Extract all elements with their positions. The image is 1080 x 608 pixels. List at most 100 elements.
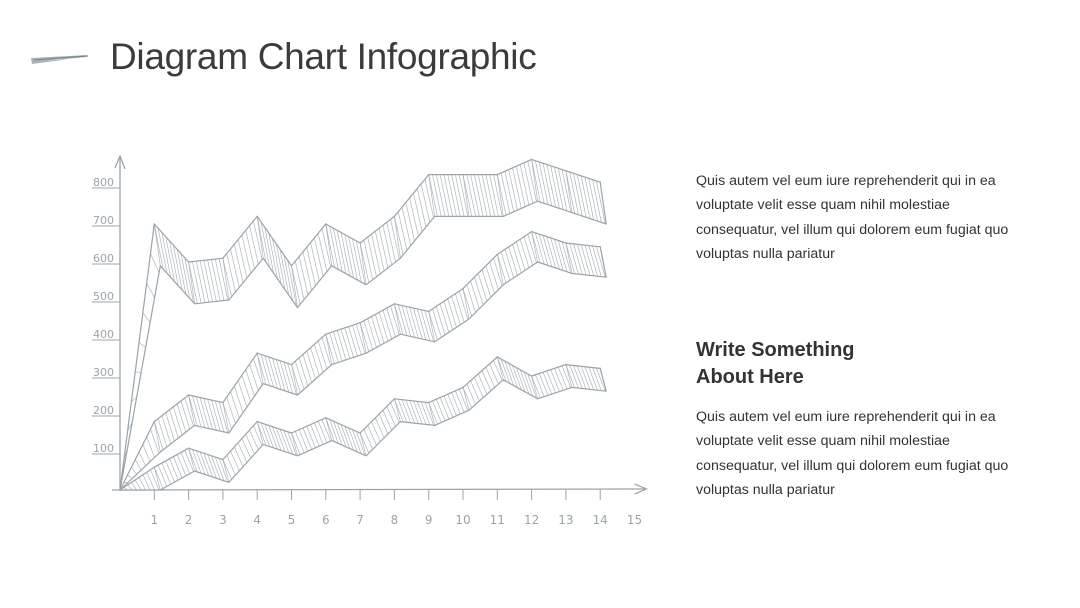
x-axis-arrow xyxy=(634,483,649,495)
hatch-line xyxy=(325,223,333,266)
hatch-line xyxy=(485,265,495,294)
hatch-line xyxy=(355,240,366,285)
data-point xyxy=(359,242,361,244)
hatch-line xyxy=(401,399,412,423)
hatch-line xyxy=(451,392,461,415)
hatch-line xyxy=(439,303,450,333)
data-point xyxy=(496,173,499,176)
data-point xyxy=(565,242,567,244)
data-point xyxy=(530,158,533,161)
hatch-line xyxy=(249,429,259,450)
hatch-line xyxy=(279,429,290,454)
hatch-line xyxy=(474,377,484,398)
hatch-line xyxy=(150,253,160,273)
hatch-line xyxy=(424,402,434,426)
hatch-line xyxy=(367,425,377,446)
hatch-line xyxy=(192,261,202,304)
y-axis-ticks: 100 200 300 400 500 600 700 800 xyxy=(92,176,120,455)
hatch-line xyxy=(474,174,484,217)
hatch-line xyxy=(211,259,221,302)
hatch-line xyxy=(237,442,248,463)
hatch-line xyxy=(405,306,415,338)
x-tick-label: 10 xyxy=(455,513,470,527)
hatch-line xyxy=(588,178,598,222)
x-tick-label: 13 xyxy=(558,513,573,527)
hatch-line xyxy=(386,406,396,427)
hatch-line xyxy=(169,458,179,481)
hatch-line xyxy=(291,432,298,456)
hatch-line xyxy=(314,344,324,373)
data-point xyxy=(222,458,224,461)
hatch-line xyxy=(523,162,534,204)
hatch-line xyxy=(531,231,541,264)
hatch-line xyxy=(310,424,320,447)
hatch-line xyxy=(135,371,142,373)
hatch-line xyxy=(573,173,583,217)
hatch-line xyxy=(214,400,225,433)
data-point xyxy=(393,398,396,400)
hatch-line xyxy=(493,174,503,217)
hatch-line xyxy=(375,417,385,439)
hatch-line xyxy=(375,314,385,344)
hatch-line xyxy=(439,174,450,217)
hatch-line xyxy=(477,373,488,395)
data-point xyxy=(530,230,533,233)
hatch-line xyxy=(481,370,492,392)
hatch-line xyxy=(123,447,129,461)
hatch-line xyxy=(394,303,401,335)
hatch-line xyxy=(455,390,465,413)
hatch-line xyxy=(321,419,332,442)
hatch-line xyxy=(249,225,259,265)
hatch-line xyxy=(340,232,351,276)
hatch-line xyxy=(584,245,595,276)
hatch-line xyxy=(260,422,271,447)
hatch-line xyxy=(237,239,248,279)
hatch-line xyxy=(519,164,530,206)
data-point xyxy=(256,420,258,423)
hatch-line xyxy=(375,231,385,271)
hatch-line xyxy=(325,417,333,441)
hatch-line xyxy=(184,257,194,303)
hatch-line xyxy=(527,234,537,263)
y-tick-label: 800 xyxy=(93,176,114,189)
data-point xyxy=(290,432,293,434)
hatch-line xyxy=(294,361,305,390)
hatch-line xyxy=(298,256,309,296)
hatch-line xyxy=(496,356,507,382)
chart-axes xyxy=(111,154,649,495)
hatch-line xyxy=(211,399,221,432)
hatch-line xyxy=(561,365,572,388)
hatch-line xyxy=(340,329,351,359)
hatch-line xyxy=(352,325,362,355)
hatch-line xyxy=(535,232,545,265)
hatch-line xyxy=(359,242,370,283)
hatch-line xyxy=(535,160,545,204)
hatch-line xyxy=(138,451,146,466)
hatch-line xyxy=(237,380,248,408)
data-point xyxy=(496,356,499,358)
hatch-line xyxy=(394,216,404,255)
hatch-line xyxy=(245,230,255,269)
hatch-line xyxy=(508,169,518,211)
hatch-line xyxy=(195,261,206,303)
hatch-line xyxy=(447,174,457,217)
data-point xyxy=(187,261,190,263)
hatch-line xyxy=(519,369,530,395)
hatch-line xyxy=(329,332,339,363)
data-point xyxy=(427,173,430,176)
hatch-line xyxy=(565,170,573,213)
hatch-line xyxy=(192,395,202,427)
hatch-line xyxy=(580,244,591,276)
hatch-line xyxy=(557,240,568,272)
hatch-line xyxy=(576,244,587,276)
hatch-line xyxy=(580,366,591,390)
hatch-line xyxy=(253,425,263,446)
hatch-line xyxy=(123,487,128,491)
hatch-line xyxy=(131,466,137,475)
hatch-line xyxy=(557,367,568,390)
hatch-line xyxy=(176,403,187,433)
hatch-line xyxy=(161,462,171,485)
hatch-line xyxy=(394,216,401,259)
y-tick-label: 100 xyxy=(93,442,114,455)
data-point xyxy=(462,173,464,176)
